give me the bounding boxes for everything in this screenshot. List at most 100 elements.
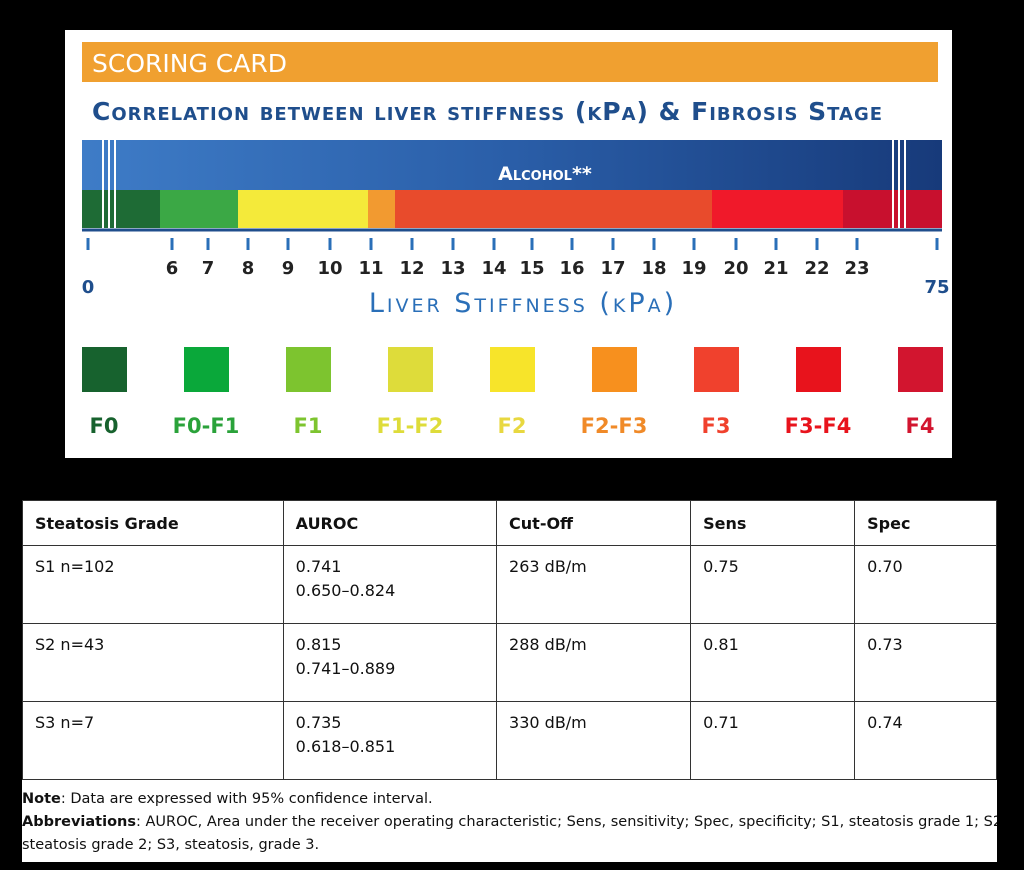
column-header: Steatosis Grade — [22, 500, 284, 546]
notes: Note: Data are expressed with 95% confid… — [22, 780, 997, 857]
table-cell: 0.74 — [854, 701, 997, 780]
banner-text: SCORING CARD — [92, 49, 287, 78]
table-cell: 263 dB/m — [496, 545, 692, 624]
table-cell: 0.735 0.618–0.851 — [282, 701, 498, 780]
cell-line: 263 dB/m — [509, 557, 587, 576]
color-scale — [82, 140, 942, 232]
card-background — [65, 30, 952, 458]
stage-swatch — [898, 347, 943, 392]
cell-line: 288 dB/m — [509, 635, 587, 654]
stage-swatch — [592, 347, 637, 392]
header-row: Steatosis Grade AUROC Cut-Off Sens Spec — [22, 500, 997, 546]
stage-label: F3 — [702, 414, 731, 438]
column-header: Sens — [690, 500, 856, 546]
table-row: S2 n=43 0.815 0.741–0.889 288 dB/m 0.81 0.73 — [22, 623, 997, 702]
scale: 0 6 7 8 9 10 11 12 13 14 15 16 17 18 19 20 21 22 23 75 — [82, 238, 950, 298]
cell-line: S2 n=43 — [35, 635, 105, 654]
stage-swatch — [796, 347, 841, 392]
tick-label: 11 — [358, 258, 383, 279]
tick-label: 22 — [804, 258, 829, 279]
stage-swatch — [82, 347, 127, 392]
cell-line: 0.741 — [295, 557, 342, 576]
scale-segment — [712, 190, 843, 228]
abbr-label: Abbreviations — [22, 814, 136, 830]
stage-swatch — [286, 347, 331, 392]
cell-line: 0.75 — [703, 557, 739, 576]
axis-label: Liver Stiffness (kPa) — [369, 288, 677, 319]
note-text: : Data are expressed with 95% confidence… — [60, 791, 433, 807]
cell-line: 0.74 — [867, 713, 903, 732]
tick-label: 18 — [641, 258, 666, 279]
cell-line: 0.650–0.824 — [295, 581, 396, 600]
table-cell: 0.815 0.741–0.889 — [282, 623, 498, 702]
scale-segment — [368, 190, 395, 228]
tick-label: 23 — [844, 258, 869, 279]
table: Steatosis Grade AUROC Cut-Off Sens Spec S1 n… — [22, 500, 997, 780]
table-cell: 0.73 — [854, 623, 997, 702]
stage-label: F0 — [90, 414, 119, 438]
table-cell: 0.70 — [854, 545, 997, 624]
note-label: Note — [22, 791, 61, 807]
table-row: S3 n=7 0.735 0.618–0.851 330 dB/m 0.71 0.74 — [22, 701, 997, 780]
column-header: Spec — [854, 500, 997, 546]
stage-label: F1-F2 — [377, 414, 444, 438]
cell-line: S1 n=102 — [35, 557, 115, 576]
tick-label: 20 — [723, 258, 748, 279]
abbreviations: Abbreviations: AUROC, Area under the rec… — [22, 811, 997, 857]
stage-swatch — [388, 347, 433, 392]
cell-line: 0.71 — [703, 713, 739, 732]
column-header: AUROC — [282, 500, 498, 546]
tick-label: 8 — [242, 258, 255, 279]
tick-label: 12 — [399, 258, 424, 279]
column-header: Cut-Off — [496, 500, 692, 546]
cell-line: 0.741–0.889 — [295, 659, 396, 678]
table-cell: 288 dB/m — [496, 623, 692, 702]
tick-label: 75 — [924, 277, 949, 298]
scale-segment — [395, 190, 712, 228]
cell-line: 0.735 — [295, 713, 342, 732]
tick-label: 21 — [763, 258, 788, 279]
stage-swatch — [490, 347, 535, 392]
tick-label: 17 — [600, 258, 625, 279]
table-cell: 0.75 — [690, 545, 856, 624]
bar-label: Alcohol** — [498, 163, 592, 185]
stage-label: F2-F3 — [581, 414, 648, 438]
table-cell: S2 n=43 — [22, 623, 284, 702]
tick-label: 13 — [440, 258, 465, 279]
table-cell: 0.71 — [690, 701, 856, 780]
cell-line: 0.81 — [703, 635, 739, 654]
cell-line: 0.618–0.851 — [295, 737, 396, 756]
stage-label: F0-F1 — [173, 414, 240, 438]
stage-legend: F0 F0-F1 F1 F1-F2 F2 F2-F3 F3 F3-F4 F4 — [82, 347, 943, 438]
table-cell: 0.81 — [690, 623, 856, 702]
table-panel: Steatosis Grade AUROC Cut-Off Sens Spec S1 n… — [22, 500, 997, 862]
stage-swatch — [184, 347, 229, 392]
tick-label: 7 — [202, 258, 215, 279]
table-cell: S3 n=7 — [22, 701, 284, 780]
cell-line: 0.815 — [295, 635, 342, 654]
tick-label: 14 — [481, 258, 506, 279]
scale-segment — [82, 190, 160, 228]
stage-label: F4 — [906, 414, 935, 438]
table-row: S1 n=102 0.741 0.650–0.824 263 dB/m 0.75 0.70 — [22, 545, 997, 624]
cell-line: S3 n=7 — [35, 713, 95, 732]
blue-bar — [82, 140, 942, 190]
stage-swatch — [694, 347, 739, 392]
card-title: Correlation between liver stiffness (kPa… — [92, 97, 883, 126]
cell-line: 0.70 — [867, 557, 903, 576]
note: Note: Data are expressed with 95% confid… — [22, 788, 997, 811]
scoring-card: SCORING CARD Correlation between liver s… — [65, 30, 952, 458]
tick-label: 10 — [317, 258, 342, 279]
abbr-text: : AUROC, Area under the receiver operati… — [22, 814, 997, 853]
tick-label: 9 — [282, 258, 295, 279]
table-cell: S1 n=102 — [22, 545, 284, 624]
tick-label: 16 — [559, 258, 584, 279]
cell-line: 0.73 — [867, 635, 903, 654]
stage-label: F2 — [498, 414, 527, 438]
tick-label: 0 — [82, 277, 95, 298]
stage-label: F3-F4 — [785, 414, 852, 438]
scale-segment — [238, 190, 368, 228]
tick-label: 6 — [166, 258, 179, 279]
tick-label: 19 — [681, 258, 706, 279]
